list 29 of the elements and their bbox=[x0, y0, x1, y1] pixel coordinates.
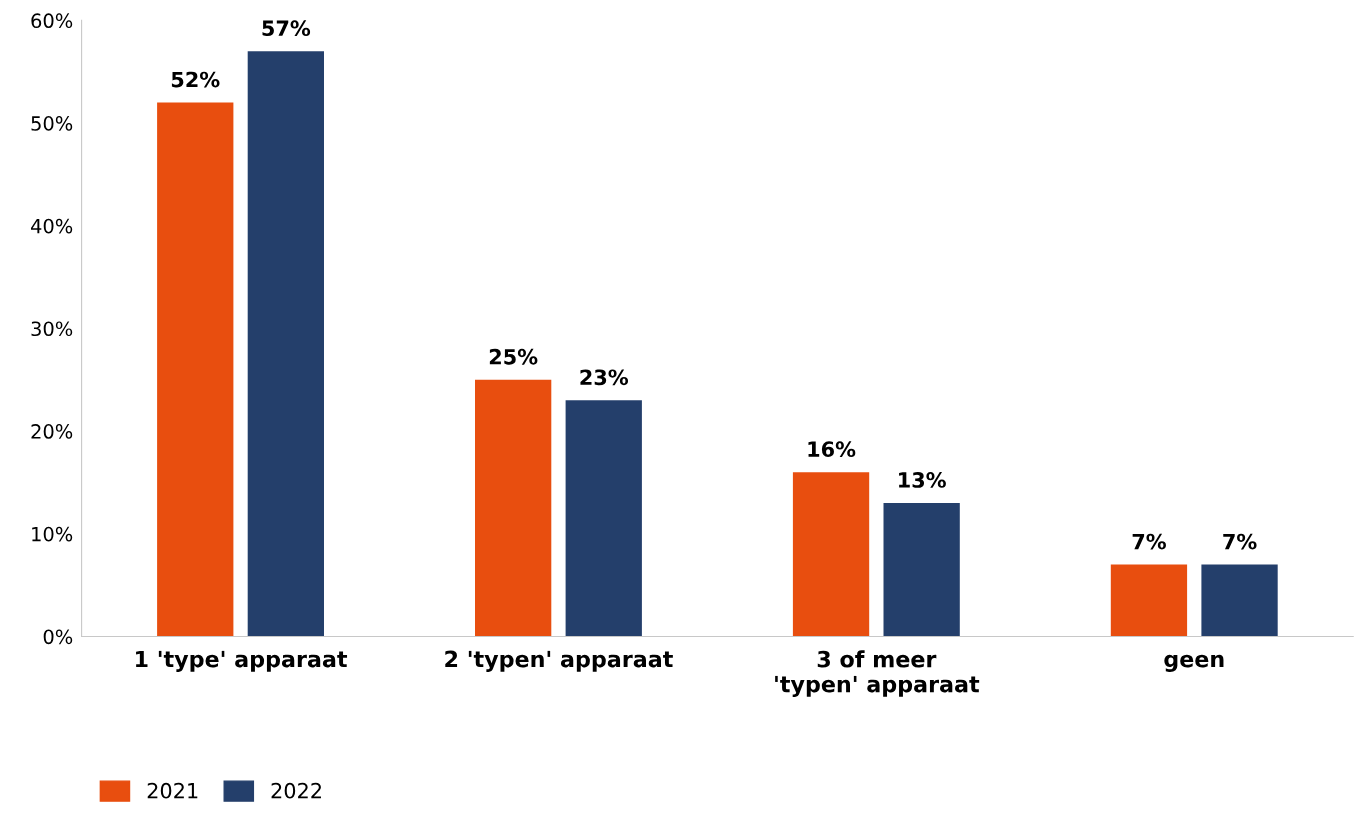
data-label: 16% bbox=[808, 441, 856, 458]
bar bbox=[883, 503, 960, 637]
data-label: 13% bbox=[899, 472, 946, 488]
data-label: 25% bbox=[489, 348, 538, 365]
y-tick-label: 30% bbox=[31, 321, 73, 337]
data-label: 7% bbox=[1223, 533, 1257, 550]
data-label: 57% bbox=[262, 20, 311, 37]
x-tick-label: 2 'typen' apparaat bbox=[445, 650, 673, 672]
y-tick-label: 0% bbox=[43, 629, 73, 645]
bar bbox=[1110, 564, 1188, 637]
y-tick-label: 40% bbox=[31, 218, 73, 234]
data-label: 7% bbox=[1132, 533, 1166, 550]
bar bbox=[1201, 564, 1278, 637]
x-tick-label: 3 of meer 'typen' apparaat bbox=[775, 650, 980, 697]
legend-label: 2022 bbox=[271, 782, 321, 799]
bar bbox=[475, 379, 552, 637]
bar bbox=[565, 400, 642, 637]
data-label: 23% bbox=[580, 369, 629, 386]
y-tick-label: 50% bbox=[31, 116, 73, 131]
bar bbox=[792, 472, 870, 637]
x-tick-label: 1 'type' apparaat bbox=[136, 650, 348, 672]
bar bbox=[157, 102, 234, 637]
data-label: 52% bbox=[171, 71, 220, 88]
y-tick-label: 60% bbox=[31, 13, 73, 29]
x-tick-label: geen bbox=[1164, 654, 1224, 672]
bar bbox=[247, 51, 324, 637]
y-tick-label: 10% bbox=[32, 526, 73, 542]
y-tick-label: 20% bbox=[31, 424, 73, 439]
legend-label: 2021 bbox=[147, 782, 198, 799]
